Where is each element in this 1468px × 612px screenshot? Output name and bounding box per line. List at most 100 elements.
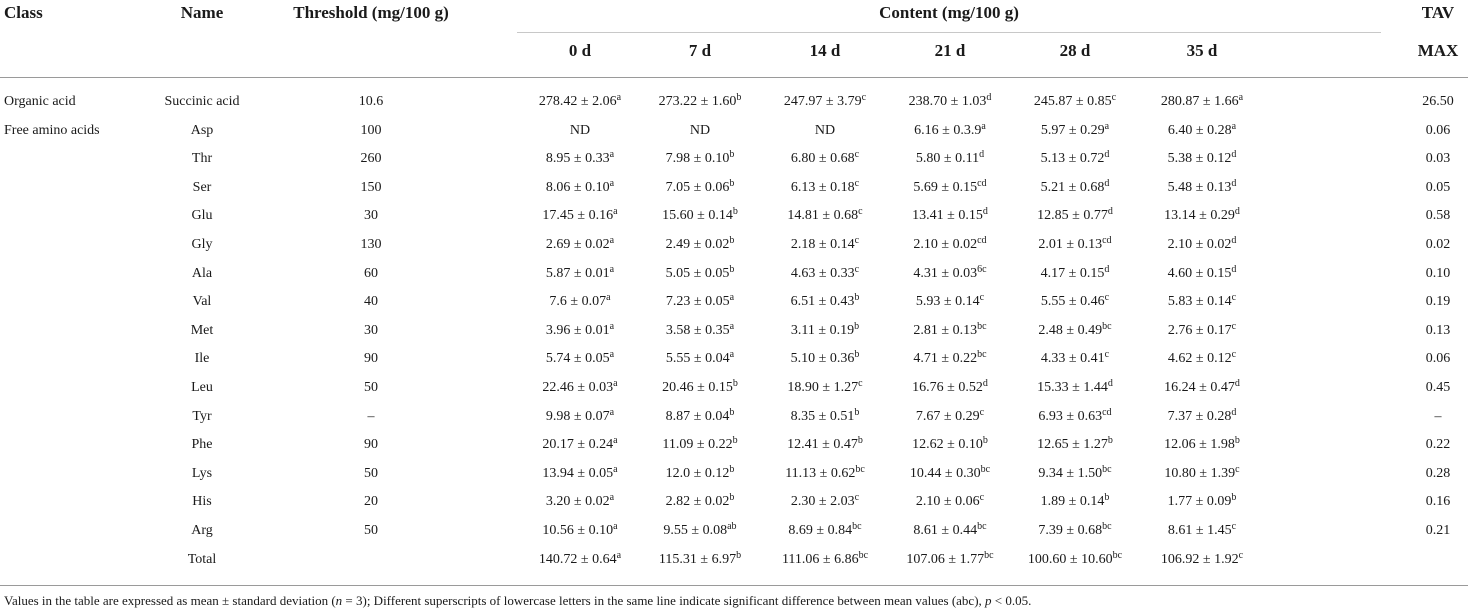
cell-mean-sd: 20.17 ± 0.24 bbox=[542, 437, 614, 453]
cell-mean-sd: 5.55 ± 0.04 bbox=[665, 351, 730, 367]
cell-value: 6.13 ± 0.18c bbox=[791, 178, 859, 197]
cell-value: ND bbox=[690, 122, 710, 140]
cell-mean-sd: 11.09 ± 0.22 bbox=[662, 437, 733, 453]
cell-superscript: b bbox=[729, 177, 735, 189]
cell-tav: 0.05 bbox=[1425, 179, 1451, 195]
cell-tav: 0.16 bbox=[1425, 494, 1451, 510]
cell-superscript: c bbox=[854, 235, 860, 246]
header-threshold: Threshold (mg/100 g) bbox=[293, 3, 449, 22]
cell-value: 2.18 ± 0.14c bbox=[791, 236, 859, 254]
cell-mean-sd: 8.87 ± 0.04 bbox=[665, 408, 730, 424]
cell-value: 278.42 ± 2.06a bbox=[539, 93, 621, 111]
cell-value: 7.23 ± 0.05a bbox=[666, 293, 734, 311]
cell-value: 4.71 ± 0.22bc bbox=[913, 350, 986, 368]
cell-threshold: 10.6 bbox=[358, 94, 384, 109]
cell-value: 2.10 ± 0.06c bbox=[916, 493, 984, 511]
cell-superscript: b bbox=[729, 235, 735, 246]
cell-superscript: bc bbox=[1102, 320, 1112, 332]
cell-tav: 26.50 bbox=[1422, 94, 1454, 109]
cell-value: 6.93 ± 0.63cd bbox=[1038, 407, 1111, 426]
cell-name: Total bbox=[187, 551, 217, 567]
cell-value: 7.67 ± 0.29c bbox=[915, 407, 984, 426]
cell-superscript: b bbox=[854, 349, 860, 361]
cell-value: 4.62 ± 0.12c bbox=[1168, 350, 1236, 368]
cell-superscript: d bbox=[1234, 206, 1240, 218]
cell-mean-sd: 5.05 ± 0.05 bbox=[665, 265, 730, 281]
cell-value: 12.62 ± 0.10b bbox=[912, 436, 988, 454]
cell-name: Leu bbox=[191, 380, 213, 395]
cell-value: 12.65 ± 1.27b bbox=[1037, 436, 1113, 454]
cell-tav: – bbox=[1434, 408, 1442, 424]
cell-threshold: 100 bbox=[360, 122, 382, 138]
cell-threshold: 90 bbox=[364, 437, 378, 453]
cell-mean-sd: 247.97 ± 3.79 bbox=[783, 94, 862, 109]
cell-mean-sd: 2.69 ± 0.02 bbox=[545, 237, 610, 252]
cell-value: 10.56 ± 0.10a bbox=[542, 522, 617, 540]
cell-mean-sd: 8.61 ± 1.45 bbox=[1167, 523, 1232, 538]
cell-mean-sd: 4.63 ± 0.33 bbox=[790, 265, 855, 281]
cell-mean-sd: 9.34 ± 1.50 bbox=[1038, 465, 1103, 481]
cell-superscript: a bbox=[1104, 120, 1110, 132]
cell-threshold: 30 bbox=[364, 208, 378, 224]
cell-tav: 0.03 bbox=[1425, 151, 1451, 167]
cell-value: 5.38 ± 0.12d bbox=[1168, 150, 1237, 168]
cell-value: 11.09 ± 0.22b bbox=[662, 436, 737, 454]
cell-superscript: b bbox=[854, 406, 860, 418]
cell-superscript: d bbox=[986, 92, 992, 103]
cell-value: 2.10 ± 0.02cd bbox=[913, 236, 986, 254]
cell-value: 13.14 ± 0.29d bbox=[1164, 207, 1240, 225]
cell-value: 5.13 ± 0.72d bbox=[1041, 150, 1110, 168]
cell-value: 2.10 ± 0.02d bbox=[1168, 236, 1237, 254]
cell-value: 140.72 ± 0.64a bbox=[539, 550, 621, 569]
cell-superscript: a bbox=[981, 120, 986, 132]
cell-value: 5.05 ± 0.05b bbox=[665, 264, 735, 283]
cell-mean-sd: 22.46 ± 0.03 bbox=[542, 380, 614, 395]
cell-superscript: d bbox=[1104, 177, 1110, 189]
cell-superscript: cd bbox=[977, 235, 987, 246]
cell-value: 8.69 ± 0.84bc bbox=[788, 522, 861, 540]
cell-mean-sd: 5.83 ± 0.14 bbox=[1167, 294, 1232, 310]
cell-superscript: b bbox=[854, 320, 860, 332]
cell-superscript: d bbox=[979, 149, 985, 161]
cell-superscript: a bbox=[1238, 92, 1244, 103]
cell-mean-sd: 7.6 ± 0.07 bbox=[549, 294, 607, 310]
cell-threshold: 150 bbox=[360, 179, 382, 195]
header-day: 7 d bbox=[688, 41, 712, 60]
cell-mean-sd: 4.60 ± 0.15 bbox=[1167, 265, 1232, 281]
cell-superscript: bc bbox=[855, 463, 865, 475]
cell-mean-sd: 238.70 ± 1.03 bbox=[908, 94, 987, 109]
cell-superscript: bc bbox=[1102, 463, 1112, 475]
cell-superscript: c bbox=[1231, 320, 1237, 332]
cell-mean-sd: 7.67 ± 0.29 bbox=[915, 408, 980, 424]
cell-superscript: b bbox=[1231, 492, 1237, 504]
cell-mean-sd: 2.01 ± 0.13 bbox=[1038, 237, 1103, 252]
cell-threshold: 40 bbox=[364, 294, 378, 310]
cell-mean-sd: 7.39 ± 0.68 bbox=[1038, 523, 1103, 538]
cell-superscript: c bbox=[854, 149, 860, 161]
cell-mean-sd: 12.62 ± 0.10 bbox=[912, 437, 983, 453]
cell-value: 5.55 ± 0.46c bbox=[1041, 293, 1109, 311]
cell-superscript: bc bbox=[977, 349, 987, 361]
cell-name: His bbox=[192, 494, 212, 510]
cell-value: 10.44 ± 0.30bc bbox=[910, 464, 990, 483]
cell-mean-sd: 2.10 ± 0.06 bbox=[915, 494, 980, 510]
cell-value: 8.95 ± 0.33a bbox=[546, 150, 614, 168]
cell-superscript: c bbox=[861, 92, 867, 103]
cell-superscript: c bbox=[1235, 463, 1240, 475]
cell-value: 8.06 ± 0.10a bbox=[546, 178, 614, 197]
cell-mean-sd: 5.69 ± 0.15 bbox=[913, 179, 978, 195]
cell-superscript: c bbox=[854, 263, 860, 275]
cell-value: 1.77 ± 0.09b bbox=[1168, 493, 1237, 511]
cell-value: 273.22 ± 1.60b bbox=[659, 93, 742, 111]
cell-mean-sd: 3.96 ± 0.01 bbox=[545, 322, 610, 338]
table-footnote: Values in the table are expressed as mea… bbox=[4, 593, 1032, 608]
cell-mean-sd: 6.93 ± 0.63 bbox=[1038, 408, 1103, 424]
bottom-rule bbox=[0, 585, 1468, 586]
cell-value: 16.76 ± 0.52d bbox=[912, 379, 988, 397]
cell-tav: 0.21 bbox=[1425, 523, 1451, 538]
cell-superscript: a bbox=[729, 292, 735, 304]
cell-superscript: c bbox=[1231, 292, 1237, 304]
cell-threshold: 30 bbox=[364, 322, 378, 338]
cell-value: 280.87 ± 1.66a bbox=[1161, 93, 1243, 111]
cell-superscript: c bbox=[1231, 521, 1237, 532]
